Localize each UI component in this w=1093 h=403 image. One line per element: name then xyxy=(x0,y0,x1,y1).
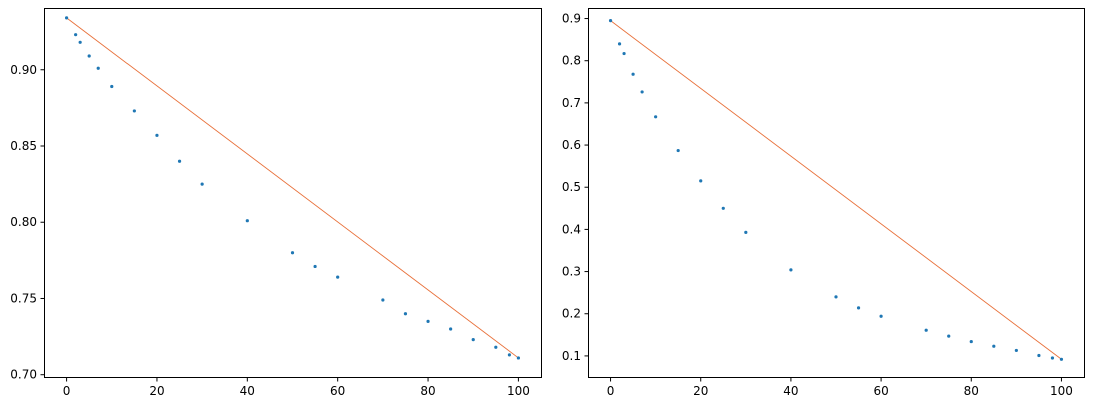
chart-1-data-point xyxy=(608,19,613,23)
chart-1-axes-frame xyxy=(588,8,1085,378)
chart-0-data-point xyxy=(245,219,249,223)
chart-0-data-point xyxy=(290,251,295,255)
chart-0-trend-line xyxy=(66,17,519,359)
chart-1-data-point xyxy=(654,115,658,119)
chart-1-data-point xyxy=(721,206,725,210)
chart-0-data-point xyxy=(64,16,69,20)
left-chart: 0 20 40 60 80 100 0.70 0.75 0.80 0.85 0.90 xyxy=(10,8,542,398)
chart-1-trend-line xyxy=(610,20,1062,360)
chart-0-x-tick-label: 40 xyxy=(240,384,255,398)
chart-1-data-point xyxy=(699,179,703,183)
chart-0-y-tick-label: 0.70 xyxy=(10,368,37,382)
chart-0-data-point xyxy=(381,298,385,302)
chart-1-data-point xyxy=(834,295,838,299)
chart-1-x-tick-label: 20 xyxy=(693,384,708,398)
chart-1-x-tick-label: 0 xyxy=(607,384,615,398)
chart-0-data-point xyxy=(516,356,521,360)
chart-0-y-tick-label: 0.75 xyxy=(10,291,37,305)
chart-1-x-tick-label: 40 xyxy=(783,384,798,398)
chart-0-y-tick-label: 0.90 xyxy=(10,63,37,77)
chart-1-data-point xyxy=(622,51,626,56)
chart-0-data-point xyxy=(177,159,182,163)
chart-1-y-tick-label: 0.6 xyxy=(562,138,581,152)
chart-0-data-point xyxy=(78,40,82,44)
chart-1-x-tick-label: 80 xyxy=(964,384,979,398)
right-chart: 0 20 40 60 80 100 0.1 0.2 0.3 0.4 0.5 0.6 0.7 0.8 0.9 xyxy=(562,8,1085,398)
chart-1-y-tick-label: 0.2 xyxy=(562,307,581,321)
chart-0-data-point xyxy=(313,264,317,269)
chart-0-x-tick-label: 80 xyxy=(420,384,435,398)
chart-1-y-tick-label: 0.8 xyxy=(562,54,581,68)
chart-1-y-tick-label: 0.3 xyxy=(562,265,581,279)
chart-0-data-point xyxy=(403,312,408,316)
chart-1-data-point xyxy=(1050,356,1055,360)
chart-0-data-point xyxy=(87,54,91,58)
chart-1-x-tick-label: 100 xyxy=(1050,384,1073,398)
chart-1-y-tick-label: 0.7 xyxy=(562,96,581,110)
chart-1-y-tick-label: 0.1 xyxy=(562,349,581,363)
chart-1-data-point xyxy=(617,42,622,46)
chart-0-axes-frame xyxy=(44,8,542,378)
chart-1-y-tick-label: 0.5 xyxy=(562,180,581,194)
chart-0-data-point xyxy=(74,33,78,37)
chart-0-data-point xyxy=(132,109,136,113)
chart-0-data-point xyxy=(449,327,453,331)
chart-1-data-point xyxy=(631,72,635,76)
chart-1-data-point xyxy=(1059,357,1064,361)
chart-0-data-point xyxy=(494,345,498,349)
chart-0-data-point xyxy=(471,338,475,342)
chart-0-data-point xyxy=(96,66,100,70)
chart-0-data-point xyxy=(336,275,340,279)
chart-0-x-tick-label: 0 xyxy=(63,384,71,398)
chart-1-data-point xyxy=(856,306,861,310)
chart-0-y-tick-label: 0.80 xyxy=(10,215,37,229)
chart-1-data-point xyxy=(789,268,793,272)
chart-0-data-point xyxy=(200,182,204,186)
chart-1-data-point xyxy=(879,314,883,318)
chart-0-y-tick-label: 0.85 xyxy=(10,139,37,153)
chart-0-data-point xyxy=(110,84,114,89)
chart-1-y-tick-label: 0.9 xyxy=(562,12,581,26)
chart-1-data-point xyxy=(969,339,973,344)
chart-0-data-point xyxy=(155,133,159,137)
chart-1-data-point xyxy=(640,90,644,94)
chart-0-x-tick-label: 20 xyxy=(149,384,164,398)
chart-0-x-tick-label: 60 xyxy=(330,384,345,398)
chart-0-data-point xyxy=(426,319,430,323)
chart-1-data-point xyxy=(744,230,748,234)
chart-1-data-point xyxy=(1014,348,1018,353)
chart-1-y-tick-label: 0.4 xyxy=(562,222,581,236)
chart-1-data-point xyxy=(924,328,928,332)
chart-1-data-point xyxy=(1037,353,1041,358)
chart-1-data-point xyxy=(947,334,951,338)
chart-0-data-point xyxy=(507,353,511,357)
chart-0-x-tick-label: 100 xyxy=(507,384,530,398)
chart-1-data-point xyxy=(992,344,996,348)
chart-1-x-tick-label: 60 xyxy=(873,384,888,398)
chart-1-data-point xyxy=(676,148,680,153)
